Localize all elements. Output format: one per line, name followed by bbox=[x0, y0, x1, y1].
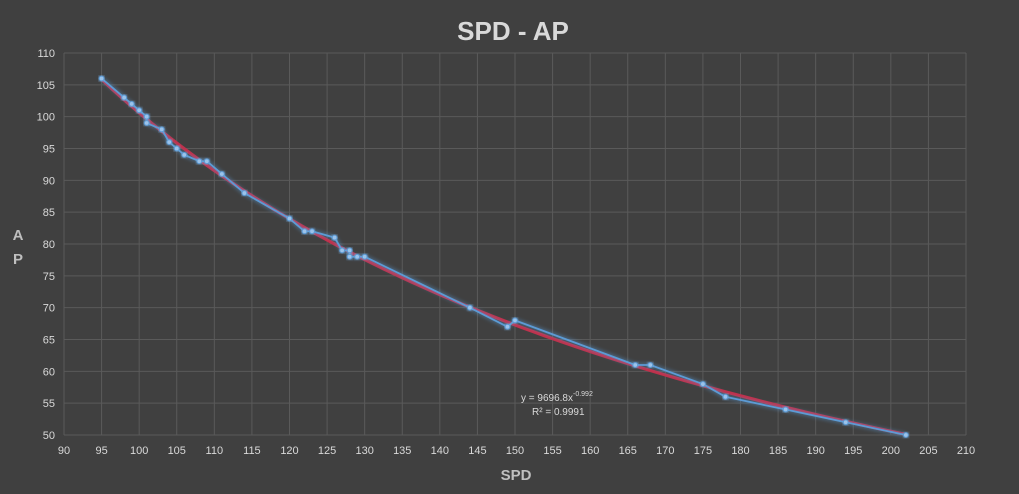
x-tick-label: 110 bbox=[206, 445, 224, 457]
x-tick-label: 200 bbox=[882, 445, 900, 457]
data-point bbox=[128, 101, 135, 107]
data-point bbox=[722, 393, 729, 400]
data-point bbox=[339, 247, 346, 254]
x-tick-label: 195 bbox=[844, 445, 862, 457]
y-tick-label: 50 bbox=[43, 430, 55, 442]
data-point bbox=[173, 145, 180, 152]
x-tick-label: 155 bbox=[543, 445, 561, 457]
series-group bbox=[98, 75, 909, 438]
data-point bbox=[166, 139, 173, 146]
x-tick-label: 180 bbox=[731, 445, 749, 457]
data-point bbox=[782, 406, 789, 413]
y-tick-label: 70 bbox=[43, 303, 55, 315]
y-tick-labels: 50 55 60 65 70 75 80 85 90 95 100 105 110 bbox=[37, 48, 55, 442]
data-point bbox=[842, 419, 849, 426]
y-tick-label: 105 bbox=[37, 80, 55, 92]
trendline-equation-exponent: -0.992 bbox=[573, 391, 593, 398]
data-point bbox=[181, 151, 188, 158]
y-tick-label: 85 bbox=[43, 207, 55, 219]
chart-title: SPD - AP bbox=[457, 16, 569, 46]
y-tick-label: 80 bbox=[43, 239, 55, 251]
x-tick-labels: 90 95 100 105 110 115 120 125 130 135 140 145 150 155… bbox=[58, 445, 975, 457]
y-tick-label: 110 bbox=[37, 48, 55, 60]
x-tick-label: 150 bbox=[506, 445, 524, 457]
data-point bbox=[902, 432, 909, 438]
trendline-equation: y = 9696.8x-0.992 bbox=[521, 391, 593, 404]
data-point bbox=[309, 228, 315, 235]
data-point bbox=[143, 120, 150, 126]
x-tick-label: 125 bbox=[318, 445, 336, 457]
x-tick-label: 160 bbox=[581, 445, 599, 457]
x-tick-label: 115 bbox=[243, 445, 261, 457]
trendline-r-squared: R² = 0.9991 bbox=[532, 407, 585, 418]
x-tick-label: 185 bbox=[769, 445, 787, 457]
gridlines bbox=[63, 52, 967, 436]
trendline-equation-base: y = 9696.8x bbox=[521, 393, 573, 404]
data-point bbox=[241, 190, 248, 196]
data-point bbox=[504, 323, 511, 330]
data-point bbox=[196, 158, 203, 165]
x-tick-label: 90 bbox=[58, 445, 70, 457]
data-point bbox=[647, 362, 654, 368]
y-tick-label: 55 bbox=[43, 398, 55, 410]
x-tick-label: 95 bbox=[95, 445, 107, 457]
data-point bbox=[98, 75, 105, 82]
x-tick-label: 130 bbox=[355, 445, 373, 457]
data-point bbox=[346, 253, 353, 260]
y-tick-label: 90 bbox=[43, 175, 55, 187]
x-tick-label: 135 bbox=[393, 445, 411, 457]
data-point bbox=[286, 215, 293, 222]
x-tick-label: 165 bbox=[619, 445, 637, 457]
data-point bbox=[632, 362, 639, 368]
data-point bbox=[143, 113, 150, 120]
x-tick-label: 120 bbox=[280, 445, 298, 457]
y-tick-label: 95 bbox=[43, 144, 55, 156]
data-point bbox=[203, 158, 210, 165]
x-tick-label: 140 bbox=[431, 445, 449, 457]
y-tick-label: 65 bbox=[43, 335, 55, 347]
data-point bbox=[331, 234, 338, 241]
x-tick-label: 105 bbox=[168, 445, 186, 457]
data-point bbox=[361, 253, 368, 260]
data-point bbox=[158, 126, 165, 133]
data-point bbox=[700, 381, 706, 387]
data-point bbox=[136, 107, 143, 114]
x-tick-label: 190 bbox=[806, 445, 824, 457]
x-tick-label: 210 bbox=[957, 445, 975, 457]
data-point bbox=[354, 253, 361, 260]
data-point bbox=[301, 228, 308, 235]
y-axis-title-line-1: A bbox=[13, 227, 24, 244]
x-tick-label: 175 bbox=[694, 445, 712, 457]
y-axis-title-line-2: P bbox=[13, 251, 23, 268]
x-tick-label: 145 bbox=[468, 445, 486, 457]
data-point bbox=[218, 171, 225, 177]
x-tick-label: 205 bbox=[919, 445, 937, 457]
y-tick-label: 100 bbox=[37, 112, 55, 124]
x-axis-title: SPD bbox=[501, 467, 532, 484]
data-point bbox=[467, 304, 473, 311]
data-point bbox=[121, 94, 128, 101]
y-tick-label: 75 bbox=[43, 271, 55, 283]
x-tick-label: 170 bbox=[656, 445, 674, 457]
data-point bbox=[346, 247, 353, 254]
x-tick-label: 100 bbox=[130, 445, 148, 457]
data-point bbox=[512, 317, 518, 324]
y-tick-label: 60 bbox=[43, 366, 55, 378]
